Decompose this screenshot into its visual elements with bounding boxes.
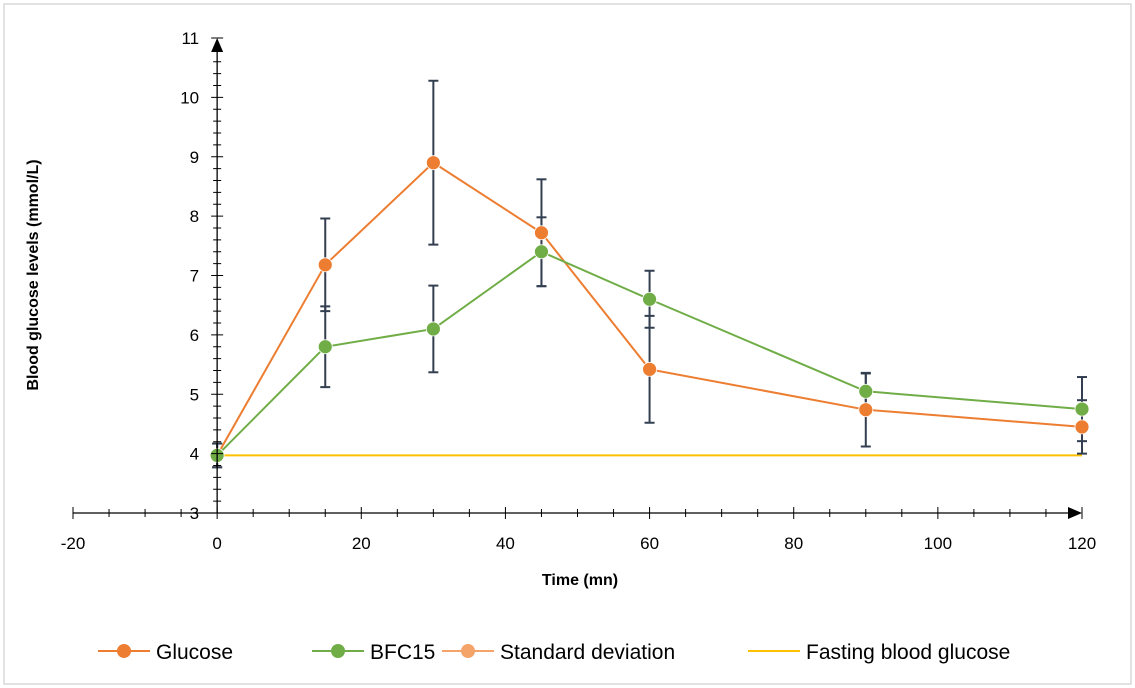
glucose-point [858, 402, 874, 418]
glucose-point [1074, 419, 1090, 435]
legend-label-standard-deviation: Standard deviation [500, 641, 675, 664]
bfc15-point [317, 339, 333, 355]
x-tick-label: 100 [924, 534, 952, 553]
bfc15-point [425, 321, 441, 337]
legend: Glucose BFC15 Standard deviation Fasting bl… [98, 641, 1010, 664]
y-tick-label: 6 [190, 326, 199, 345]
axes-group [72, 37, 1083, 519]
y-tick-label: 8 [190, 207, 199, 226]
bfc15-point [642, 291, 657, 307]
legend-marker-bfc15 [331, 644, 345, 658]
bfc15-point [534, 244, 549, 260]
x-tick-label: -20 [61, 534, 86, 553]
x-tick-label: 20 [352, 534, 371, 553]
x-tick-label: 120 [1068, 534, 1096, 553]
legend-marker-glucose [117, 644, 131, 658]
y-tick-label: 11 [181, 29, 199, 48]
x-tick-label: 60 [640, 534, 659, 553]
legend-marker-standard-deviation [461, 644, 475, 658]
x-axis-title: Time (mn) [542, 572, 618, 589]
tick-labels-group: -20 0 20 40 60 80 100 120 3 4 5 6 7 8 9 10 11 [61, 29, 1096, 553]
x-tick-label: 80 [784, 534, 803, 553]
glucose-point [425, 155, 441, 171]
chart-frame [3, 3, 1132, 685]
y-axis-arrow [211, 38, 224, 52]
y-tick-label: 5 [190, 385, 199, 404]
x-tick-label: 0 [212, 534, 221, 553]
y-tick-label: 7 [190, 267, 199, 286]
y-tick-label: 9 [190, 148, 199, 167]
y-tick-label: 4 [190, 445, 199, 464]
y-tick-label: 3 [190, 504, 199, 523]
x-tick-label: 40 [496, 534, 515, 553]
legend-label-fasting-blood-glucose: Fasting blood glucose [806, 641, 1010, 664]
glucose-point [534, 225, 549, 241]
bfc15-point [858, 383, 874, 399]
legend-label-glucose: Glucose [156, 641, 233, 664]
y-tick-label: 10 [180, 88, 199, 107]
y-axis-title: Blood glucose levels (mmol/L) [25, 159, 42, 390]
glucose-point [642, 361, 657, 377]
legend-label-bfc15: BFC15 [370, 641, 435, 664]
glucose-point [317, 257, 333, 273]
bfc15-point [1074, 401, 1090, 417]
x-axis-arrow [1068, 507, 1082, 519]
